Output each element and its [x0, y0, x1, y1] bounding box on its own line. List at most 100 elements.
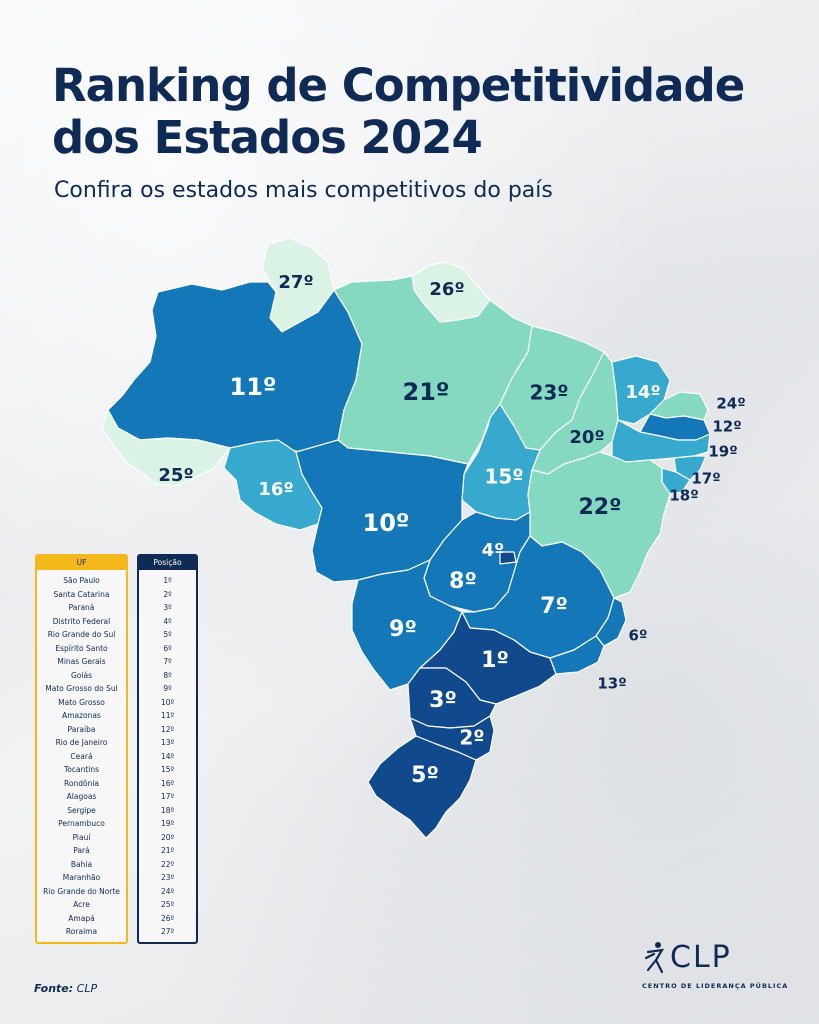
table-row-position: 6º [163, 643, 172, 653]
table-row-state: Sergipe [67, 805, 96, 815]
table-row-position: 13º [160, 738, 175, 747]
table-row-state: Piauí [72, 832, 91, 842]
table-row-position: 15º [160, 765, 175, 774]
table-row-state: Paraná [68, 603, 95, 612]
table-row-position: 12º [160, 724, 175, 734]
rank-label-to: 15º [484, 465, 523, 489]
rank-label-ac: 25º [158, 465, 193, 486]
rank-label-sc: 2º [459, 726, 484, 750]
table-row-position: 7º [163, 657, 172, 666]
table-row-state: Rio Grande do Sul [47, 630, 116, 639]
table-uf-column: UF São Paulo Santa Catarina Paraná Distrito… [35, 554, 128, 944]
table-row-position: 11º [160, 711, 175, 720]
table-row-position: 16º [160, 778, 175, 788]
source-value: CLP [76, 982, 98, 995]
page-subtitle: Confira os estados mais competitivos do … [54, 178, 553, 203]
table-row-position: 23º [160, 873, 175, 882]
table-row-state: Bahia [70, 859, 93, 869]
state-am [107, 281, 363, 453]
rank-label-ma: 23º [529, 381, 568, 405]
rank-label-al: 17º [691, 470, 720, 488]
table-row-state: Acre [73, 900, 90, 909]
rank-label-mg: 7º [540, 594, 568, 619]
rank-label-pb: 12º [712, 418, 741, 436]
rank-label-rj: 13º [597, 675, 626, 693]
table-row-state: Santa Catarina [53, 589, 110, 599]
table-row-position: 26º [160, 913, 175, 923]
table-row-position: 10º [160, 697, 175, 707]
rank-label-pi: 20º [569, 427, 604, 448]
rank-label-am: 11º [230, 373, 277, 401]
rank-label-sp: 1º [481, 648, 509, 673]
table-row-position: 22º [160, 859, 175, 869]
table-row-state: Espírito Santo [55, 643, 108, 653]
table-row-state: Paraíba [67, 724, 96, 734]
rank-label-ap: 26º [429, 279, 464, 300]
source-label: Fonte: [34, 982, 74, 995]
table-row-state: Rio de Janeiro [55, 738, 108, 747]
table-row-position: 25º [160, 900, 175, 909]
rank-label-rn: 24º [716, 395, 745, 413]
rank-label-se: 18º [669, 487, 698, 505]
logo-subtext: CENTRO DE LIDERANÇA PÚBLICA [642, 982, 789, 990]
table-row-state: Maranhão [62, 873, 101, 882]
table-row-position: 24º [160, 886, 175, 896]
rank-label-ce: 14º [625, 382, 660, 403]
table-position-list: 1º 2º 3º 4º 5º 6º 7º 8º 9º 10º 11º 12º 13º 14º 15º 16º 1… [139, 574, 196, 939]
state-rj [549, 635, 605, 675]
table-row-position: 5º [163, 630, 172, 639]
table-row-state: Amazonas [62, 711, 101, 720]
table-row-state: Pará [73, 846, 90, 855]
state-es [595, 597, 627, 647]
table-uf-header: UF [37, 556, 126, 570]
table-position-column: Posição 1º 2º 3º 4º 5º 6º 7º 8º 9º 10º 11º 12º 13º 14… [137, 554, 198, 944]
rank-label-go: 8º [449, 569, 477, 594]
table-row-position: 8º [163, 670, 172, 680]
rank-label-rs: 5º [411, 763, 439, 788]
rank-label-rr: 27º [278, 272, 313, 293]
rank-label-ba: 22º [578, 495, 621, 520]
table-row-state: Alagoas [66, 792, 97, 801]
table-row-position: 9º [163, 684, 172, 693]
state-sp [419, 611, 557, 705]
rank-label-ms: 9º [389, 617, 417, 642]
table-row-position: 1º [163, 576, 172, 585]
table-row-state: Roraima [65, 927, 98, 936]
state-rs [367, 735, 477, 839]
table-position-header: Posição [139, 556, 196, 570]
rank-label-ro: 16º [258, 479, 293, 500]
table-row-state: Amapá [68, 913, 95, 923]
clp-logo: CLP CENTRO DE LIDERANÇA PÚBLICA [640, 938, 790, 998]
rank-label-df: 4º [482, 540, 505, 561]
table-row-state: Pernambuco [58, 819, 105, 828]
table-row-state: Rio Grande do Norte [43, 886, 120, 896]
table-row-state: Rondônia [64, 778, 99, 788]
runner-logo-icon [644, 942, 665, 974]
table-row-state: Mato Grosso do Sul [45, 684, 118, 693]
rank-label-pe: 19º [708, 443, 737, 461]
rank-label-mt: 10º [363, 509, 410, 537]
state-df [499, 551, 517, 565]
table-row-state: Ceará [70, 751, 93, 761]
table-row-state: Distrito Federal [52, 616, 111, 626]
table-row-position: 20º [160, 832, 175, 842]
table-row-position: 18º [160, 805, 175, 815]
rank-label-pa: 21º [403, 378, 450, 406]
table-row-position: 27º [160, 927, 175, 936]
table-row-state: Goiás [71, 670, 92, 680]
table-row-position: 14º [160, 751, 175, 761]
table-row-position: 19º [160, 819, 175, 828]
table-row-position: 2º [163, 589, 172, 599]
rank-label-pr: 3º [429, 688, 457, 713]
table-row-state: Mato Grosso [58, 697, 105, 707]
state-ac [101, 409, 231, 487]
table-row-state: Tocantins [63, 765, 100, 774]
rank-label-es: 6º [629, 627, 648, 645]
table-row-position: 21º [160, 846, 175, 855]
table-row-position: 4º [163, 616, 172, 626]
page-title: Ranking de Competitividade dos Estados 2… [52, 59, 745, 164]
source-note: Fonte: CLP [34, 982, 97, 995]
table-row-state: Minas Gerais [57, 657, 106, 666]
logo-wordmark: CLP [670, 940, 732, 975]
